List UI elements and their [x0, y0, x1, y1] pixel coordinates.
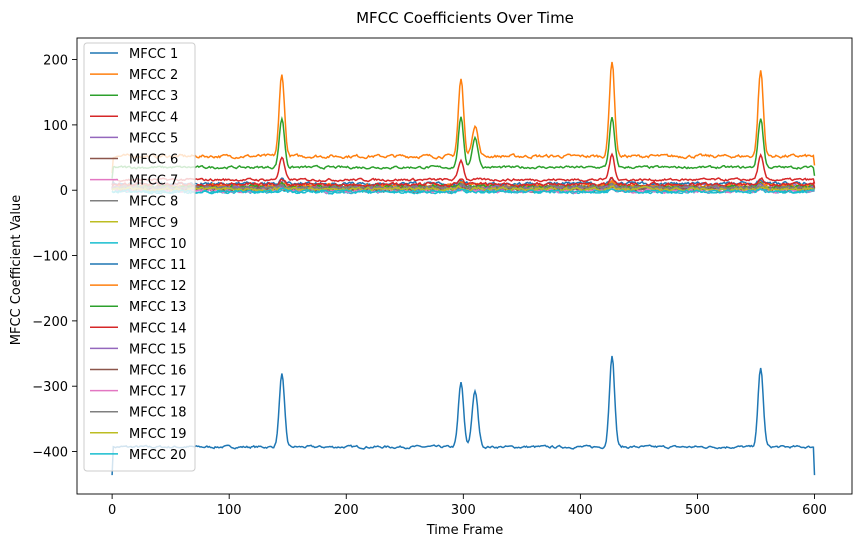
x-axis-label: Time Frame — [426, 523, 503, 538]
legend-entry: MFCC 3 — [129, 89, 178, 104]
x-tick-label: 600 — [802, 503, 827, 518]
x-tick-label: 200 — [334, 503, 359, 518]
x-tick-label: 0 — [108, 503, 116, 518]
legend-entry: MFCC 13 — [129, 300, 187, 315]
series-line-3 — [111, 116, 816, 179]
legend-entry: MFCC 15 — [129, 342, 187, 357]
legend-entry: MFCC 10 — [129, 237, 187, 252]
y-tick-label: −100 — [32, 250, 68, 265]
legend-entry: MFCC 8 — [129, 195, 178, 210]
legend-entry: MFCC 16 — [129, 364, 187, 379]
plot-frame — [76, 37, 853, 495]
series-line-2 — [111, 61, 816, 174]
legend-entry: MFCC 12 — [129, 279, 187, 294]
series-line-18 — [111, 182, 815, 191]
y-tick-label: 200 — [43, 54, 68, 69]
y-tick-label: 100 — [43, 119, 68, 134]
series-line-4 — [111, 152, 816, 186]
series-line-19 — [111, 185, 815, 193]
series-line-14 — [111, 176, 816, 189]
y-tick-label: −300 — [32, 380, 68, 395]
y-tick-label: −200 — [32, 315, 68, 330]
legend-entry: MFCC 20 — [129, 448, 187, 463]
plot-area — [76, 37, 853, 495]
legend-entry: MFCC 5 — [129, 131, 178, 146]
legend-entry: MFCC 17 — [129, 385, 187, 400]
x-tick-label: 400 — [568, 503, 593, 518]
legend-entry: MFCC 14 — [129, 321, 187, 336]
legend-entry: MFCC 19 — [129, 427, 187, 442]
x-axis: 0 100 200 300 400 500 600 — [108, 494, 827, 518]
x-tick-label: 100 — [217, 503, 242, 518]
legend-entry: MFCC 9 — [129, 216, 178, 231]
legend-entry: MFCC 7 — [129, 174, 178, 189]
legend-entry: MFCC 1 — [129, 47, 178, 62]
y-axis-label: MFCC Coefficient Value — [9, 195, 24, 346]
y-tick-label: −400 — [32, 446, 68, 461]
y-axis: −400 −300 −200 −100 0 100 200 — [32, 54, 77, 461]
x-tick-label: 500 — [685, 503, 710, 518]
series-line-1 — [111, 355, 816, 476]
legend-entry: MFCC 2 — [129, 68, 178, 83]
legend: MFCC 1 MFCC 2 MFCC 3 MFCC 4 MFCC 5 MFCC 6 MFCC… — [83, 42, 196, 472]
legend-box — [83, 42, 196, 472]
chart-title: MFCC Coefficients Over Time — [356, 9, 574, 27]
legend-entry: MFCC 4 — [129, 110, 178, 125]
legend-entry: MFCC 6 — [129, 153, 178, 168]
x-tick-label: 300 — [451, 503, 476, 518]
legend-entry: MFCC 11 — [129, 258, 187, 273]
legend-entry: MFCC 18 — [129, 406, 187, 421]
series-line-20 — [111, 187, 815, 195]
y-tick-label: 0 — [60, 184, 68, 199]
